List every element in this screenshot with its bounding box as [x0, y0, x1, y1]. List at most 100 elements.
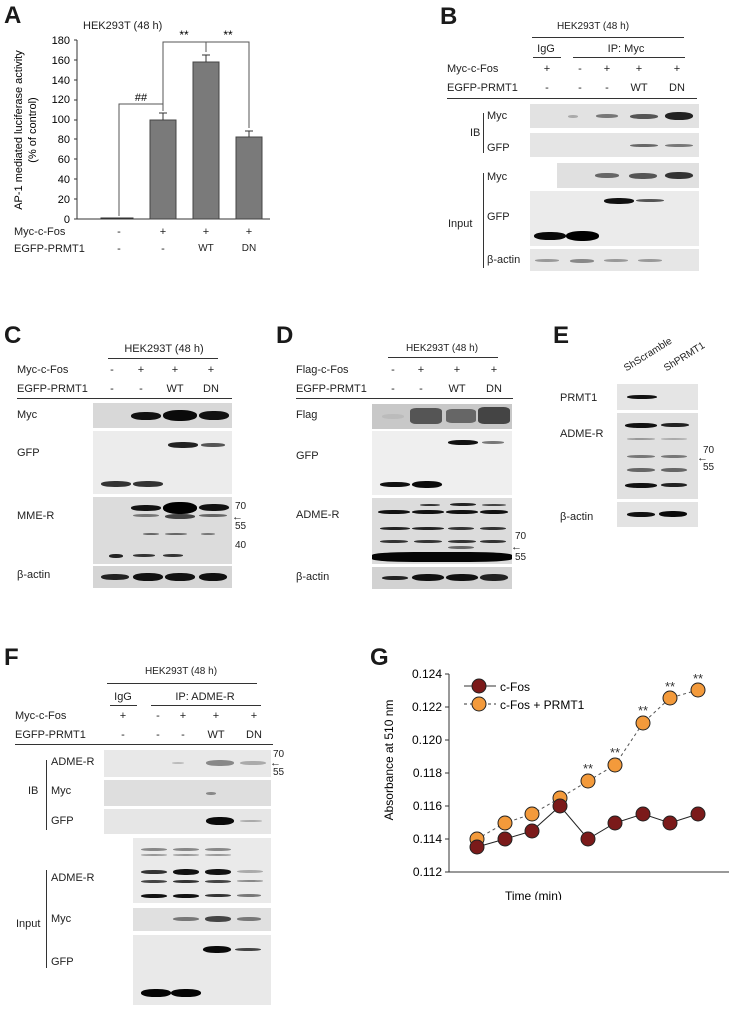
blot-input-gfp	[133, 935, 271, 1005]
row-label-myc-c-fos: Myc-c-Fos	[447, 63, 499, 75]
cond: DN	[669, 82, 685, 94]
row-label-egfp-prmt1: EGFP-PRMT1	[15, 729, 86, 741]
input-label: Input	[16, 918, 41, 930]
group-igg: IgG	[114, 691, 132, 703]
panel-label-g: G	[370, 644, 389, 671]
blot-ib-gfp	[104, 809, 271, 834]
blot-label-beta-actin: β-actin	[296, 571, 330, 583]
arrow-icon: ←	[232, 511, 243, 523]
cond: +	[119, 710, 127, 722]
legend: c-Fos c-Fos + PRMT1	[464, 678, 585, 712]
blot-flag	[372, 404, 512, 429]
blot-ib-myc	[530, 104, 699, 128]
row-label-egfp-prmt1: EGFP-PRMT1	[296, 383, 367, 395]
cond: -	[156, 729, 160, 741]
marker-55: 55	[235, 521, 247, 532]
cond: +	[250, 710, 258, 722]
group-ip-myc: IP: Myc	[607, 43, 645, 55]
blot-ib-adme-r	[104, 750, 271, 777]
svg-text:**: **	[610, 745, 620, 760]
panel-label-a: A	[4, 2, 22, 29]
cond: -	[545, 82, 549, 94]
blot-myc	[93, 403, 232, 428]
svg-text:20: 20	[58, 194, 70, 206]
blot-mme-r	[93, 497, 232, 564]
cond: +	[635, 63, 643, 75]
blot-label-gfp: GFP	[487, 142, 510, 154]
svg-text:**: **	[693, 671, 703, 686]
blot-adme-r	[617, 413, 698, 499]
cond: +	[453, 364, 461, 376]
row-label-myc-c-fos: Myc-c-Fos	[14, 226, 66, 238]
marker-55: 55	[515, 552, 527, 563]
cond: +	[137, 364, 145, 376]
blot-label-gfp: GFP	[17, 447, 40, 459]
blot-gfp	[372, 431, 512, 495]
svg-text:100: 100	[52, 114, 70, 126]
cell-line-label: HEK293T (48 h)	[144, 666, 218, 677]
cond: -	[121, 729, 125, 741]
cond: DN	[486, 383, 502, 395]
cond: -	[578, 82, 582, 94]
cond: +	[543, 63, 551, 75]
cond: WT	[448, 383, 466, 395]
cond: DN	[246, 729, 262, 741]
blot-label-gfp: GFP	[487, 211, 510, 223]
blot-label-gfp: GFP	[296, 450, 319, 462]
svg-text:**: **	[665, 679, 675, 694]
arrow-icon: ←	[697, 452, 708, 464]
panel-label-e: E	[553, 322, 570, 349]
blot-ib-myc	[104, 780, 271, 806]
cond: +	[490, 364, 498, 376]
cond: +	[202, 226, 210, 238]
row-label-flag-c-fos: Flag-c-Fos	[296, 364, 349, 376]
svg-text:0.114: 0.114	[413, 832, 442, 846]
cell-line-label: HEK293T (48 h)	[124, 343, 204, 355]
input-label: Input	[448, 218, 473, 230]
svg-text:**: **	[179, 30, 189, 42]
blot-label-myc: Myc	[17, 409, 38, 421]
svg-text:80: 80	[58, 134, 70, 146]
blot-label-myc: Myc	[51, 785, 72, 797]
blot-label-gfp: GFP	[51, 956, 74, 968]
blot-beta-actin	[372, 567, 512, 589]
cond: DN	[203, 383, 219, 395]
row-label-myc-c-fos: Myc-c-Fos	[17, 364, 69, 376]
marker-55: 55	[703, 462, 715, 473]
cond: -	[161, 243, 165, 255]
y-axis-label: Absorbance at 510 nm	[382, 700, 396, 821]
cond: +	[417, 364, 425, 376]
row-label-egfp-prmt1: EGFP-PRMT1	[17, 383, 88, 395]
panel-label-c: C	[4, 322, 22, 349]
cond: +	[673, 63, 681, 75]
ib-label: IB	[28, 785, 39, 797]
svg-text:0.116: 0.116	[413, 799, 442, 813]
blot-input-myc	[133, 908, 271, 931]
cell-line-label: HEK293T (48 h)	[405, 343, 479, 354]
cond: +	[603, 63, 611, 75]
marker-40: 40	[235, 540, 247, 551]
cond: -	[110, 383, 114, 395]
cond: WT	[207, 729, 225, 741]
blot-ib-gfp	[530, 133, 699, 157]
svg-text:**: **	[223, 30, 233, 42]
cond: +	[245, 226, 253, 238]
cond: -	[139, 383, 143, 395]
marker-70: 70	[703, 445, 715, 456]
svg-text:**: **	[638, 703, 648, 718]
svg-text:AP-1 mediated luciferase activ: AP-1 mediated luciferase activity	[13, 50, 25, 210]
cond: WT	[198, 243, 214, 254]
cond: -	[181, 729, 185, 741]
svg-text:40: 40	[58, 174, 70, 186]
svg-text:**: **	[583, 761, 593, 776]
blot-input-myc	[557, 163, 699, 188]
cond: -	[117, 226, 121, 238]
cell-line-label: HEK293T (48 h)	[83, 20, 163, 32]
blot-label-beta-actin: β-actin	[487, 254, 521, 266]
cond: +	[171, 364, 179, 376]
line-chart-g: Absorbance at 510 nm 0.112 0.114 0.116 0.1…	[382, 667, 729, 900]
panel-label-b: B	[440, 3, 458, 30]
cond: DN	[241, 243, 257, 254]
blot-prmt1	[617, 384, 698, 410]
row-label-egfp-prmt1: EGFP-PRMT1	[447, 82, 518, 94]
